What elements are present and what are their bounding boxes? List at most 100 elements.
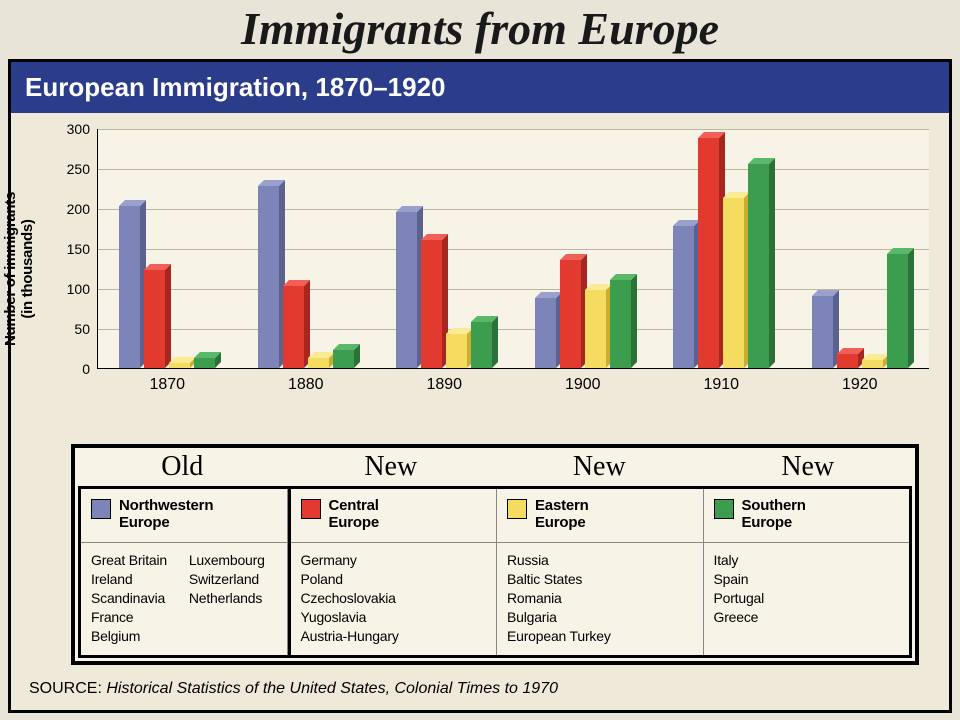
y-tick-label: 300 (67, 121, 98, 137)
annotation-label: New (704, 451, 913, 483)
bar-group (812, 129, 908, 368)
bar-so (610, 280, 631, 368)
source-text: Historical Statistics of the United Stat… (106, 680, 558, 697)
bar-nw (396, 212, 417, 368)
legend-country: Greece (714, 608, 900, 627)
y-tick-label: 100 (67, 281, 98, 297)
legend-head: CentralEurope (291, 489, 497, 543)
bar-group (396, 129, 492, 368)
legend-country: Russia (507, 551, 693, 570)
bar-ce (144, 270, 165, 368)
source-label: SOURCE: (29, 680, 106, 697)
bar-nw (119, 206, 140, 368)
legend-country-list: LuxembourgSwitzerlandNetherlands (189, 551, 277, 645)
y-tick-label: 150 (67, 241, 98, 257)
legend-table: NorthwesternEuropeGreat BritainIrelandSc… (78, 486, 912, 658)
legend-country: Great Britain (91, 551, 179, 570)
legend-country: Germany (301, 551, 487, 570)
legend-swatch (507, 499, 527, 519)
legend-column: NorthwesternEuropeGreat BritainIrelandSc… (81, 489, 288, 655)
x-tick-label: 1920 (842, 368, 878, 394)
legend-body: GermanyPolandCzechoslovakiaYugoslaviaAus… (291, 543, 497, 655)
bar-ce (837, 354, 858, 368)
bar-ce (560, 260, 581, 368)
bar-nw (258, 186, 279, 368)
legend-country-list: GermanyPolandCzechoslovakiaYugoslaviaAus… (301, 551, 487, 645)
annotation-label: Old (78, 451, 287, 483)
bar-ce (421, 240, 442, 368)
bar-group (119, 129, 215, 368)
ylabel-line1: Number of immigrants (2, 192, 19, 346)
legend-swatch (91, 499, 111, 519)
legend-country: Romania (507, 589, 693, 608)
bar-group (673, 129, 769, 368)
legend-country: Portugal (714, 589, 900, 608)
legend-title: SouthernEurope (742, 497, 806, 532)
x-tick-label: 1910 (703, 368, 739, 394)
bar-so (748, 164, 769, 368)
legend-country: Ireland (91, 570, 179, 589)
gridline (98, 249, 929, 250)
bar-so (471, 322, 492, 368)
legend-country: Italy (714, 551, 900, 570)
x-tick-label: 1890 (426, 368, 462, 394)
legend-country: Poland (301, 570, 487, 589)
legend-country: Austria-Hungary (301, 627, 487, 646)
gridline (98, 209, 929, 210)
legend-country: Belgium (91, 627, 179, 646)
legend-body: RussiaBaltic StatesRomaniaBulgariaEurope… (497, 543, 703, 655)
legend-country-list: Great BritainIrelandScandinaviaFranceBel… (91, 551, 179, 645)
legend-country: Spain (714, 570, 900, 589)
legend-column: SouthernEurope ItalySpainPortugalGreece (704, 489, 913, 655)
x-tick-label: 1870 (149, 368, 185, 394)
bar-ea (446, 334, 467, 368)
bar-group (258, 129, 354, 368)
legend-country: Scandinavia (91, 589, 179, 608)
y-tick-label: 200 (67, 201, 98, 217)
bar-ea (585, 290, 606, 368)
bar-ea (723, 198, 744, 368)
bar-so (887, 254, 908, 368)
annotation-label: New (495, 451, 704, 483)
legend-country: European Turkey (507, 627, 693, 646)
bar-nw (812, 296, 833, 368)
legend-title: CentralEurope (329, 497, 379, 532)
legend-container: OldNewNewNew NorthwesternEuropeGreat Bri… (71, 444, 919, 665)
y-tick-label: 0 (82, 361, 98, 377)
legend-head: SouthernEurope (704, 489, 910, 543)
page-title: Immigrants from Europe (0, 0, 960, 59)
bar-nw (673, 226, 694, 368)
y-tick-label: 250 (67, 161, 98, 177)
bar-ea (308, 358, 329, 368)
legend-country: Switzerland (189, 570, 277, 589)
x-tick-label: 1900 (565, 368, 601, 394)
gridline (98, 129, 929, 130)
legend-swatch (714, 499, 734, 519)
legend-country-list: RussiaBaltic StatesRomaniaBulgariaEurope… (507, 551, 693, 645)
plot-box: 0501001502002503001870188018901900191019… (97, 129, 929, 369)
legend-country: Netherlands (189, 589, 277, 608)
legend-column: CentralEurope GermanyPolandCzechoslovakia… (288, 489, 498, 655)
legend-column: EasternEurope RussiaBaltic StatesRomaniaB… (497, 489, 704, 655)
legend-country: Yugoslavia (301, 608, 487, 627)
legend-country: France (91, 608, 179, 627)
legend-country: Luxembourg (189, 551, 277, 570)
y-tick-label: 50 (74, 321, 98, 337)
chart-header: European Immigration, 1870–1920 (11, 62, 949, 113)
annotation-label: New (287, 451, 496, 483)
bar-so (194, 358, 215, 368)
legend-country: Czechoslovakia (301, 589, 487, 608)
bar-so (333, 350, 354, 368)
bar-nw (535, 298, 556, 368)
gridline (98, 329, 929, 330)
legend-country-list: ItalySpainPortugalGreece (714, 551, 900, 645)
chart-area: Number of immigrants (in thousands) 0501… (25, 121, 935, 417)
legend-body: ItalySpainPortugalGreece (704, 543, 910, 655)
legend-title: EasternEurope (535, 497, 589, 532)
legend-country: Bulgaria (507, 608, 693, 627)
x-tick-label: 1880 (288, 368, 324, 394)
ylabel-line2: (in thousands) (19, 219, 36, 318)
bar-group (535, 129, 631, 368)
gridline (98, 169, 929, 170)
bar-ea (862, 360, 883, 368)
